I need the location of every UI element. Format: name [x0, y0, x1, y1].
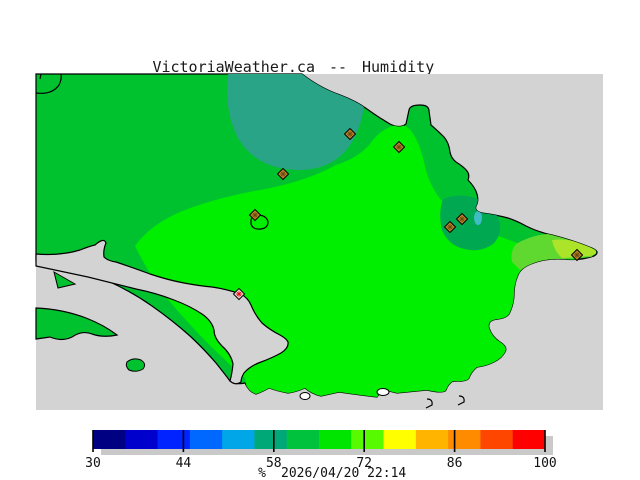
station-marker-standard [248, 208, 262, 222]
station-diamond-hatch [346, 130, 354, 138]
small-pond [474, 211, 482, 225]
colorbar-segment [286, 430, 320, 449]
colorbar-segment [319, 430, 352, 449]
colorbar-segment [93, 430, 126, 449]
harbour-inlet [35, 239, 289, 385]
sw-spit [53, 270, 77, 289]
colorbar-segment [383, 430, 417, 449]
colorbar-tick-labels: 30 44 58 72 86 100 [85, 456, 557, 471]
coastal-squiggle-2 [457, 395, 465, 406]
colorbar-unit-label: % [258, 466, 266, 480]
station-diamond-hatch [573, 251, 581, 259]
coastal-islet-2 [376, 388, 390, 396]
contour-band-yellow-green [552, 239, 597, 258]
station-marker-highlight [232, 287, 246, 301]
title-separator: -- [329, 58, 347, 76]
sw-islet [125, 358, 146, 372]
colorbar-ticks [92, 430, 546, 452]
colorbar-segment [448, 430, 481, 449]
station-diamond-hatch [235, 290, 243, 298]
title-right: Humidity [362, 58, 434, 76]
station-marker-standard [455, 212, 469, 226]
colorbar-segment [480, 430, 514, 449]
station-diamond-hatch [446, 223, 454, 231]
colorbar-tick-label: 72 [356, 456, 372, 471]
coastal-squiggle-1 [425, 398, 433, 409]
colorbar-segment [125, 430, 159, 449]
colorbar-segment [351, 430, 385, 449]
coastal-islet-1 [299, 392, 311, 400]
lake-arc-tick [39, 73, 42, 80]
colorbar-tick-label: 30 [85, 456, 101, 471]
station-diamond-hatch [395, 143, 403, 151]
station-markers [232, 127, 584, 301]
colorbar-segment [415, 430, 449, 449]
colorbar-tick-label: 44 [176, 456, 192, 471]
colorbar-segment [189, 430, 223, 449]
colorbar-segment [222, 430, 255, 449]
colorbar-segment [157, 430, 191, 449]
sw-peninsula [35, 307, 119, 341]
title-left: VictoriaWeather.ca [152, 58, 315, 76]
colorbar-timestamp: 2026/04/20 22:14 [281, 466, 406, 480]
station-marker-standard [343, 127, 357, 141]
colorbar-tick-label: 58 [266, 456, 282, 471]
page-title: VictoriaWeather.ca -- Humidity [152, 58, 434, 76]
station-diamond-hatch [279, 170, 287, 178]
station-marker-standard [443, 220, 457, 234]
lake-arc-outline [35, 73, 62, 94]
colorbar-segments [93, 430, 546, 449]
contour-band-teal [227, 74, 367, 170]
colorbar-tick-label: 86 [447, 456, 463, 471]
colorbar-segment [512, 430, 546, 449]
station-marker-standard [392, 140, 406, 154]
colorbar-segment [254, 430, 288, 449]
station-marker-standard [276, 167, 290, 181]
colorbar-tick-label: 100 [533, 456, 556, 471]
station-marker-standard [570, 248, 584, 262]
station-diamond-hatch [458, 215, 466, 223]
station-diamond-hatch [251, 211, 259, 219]
